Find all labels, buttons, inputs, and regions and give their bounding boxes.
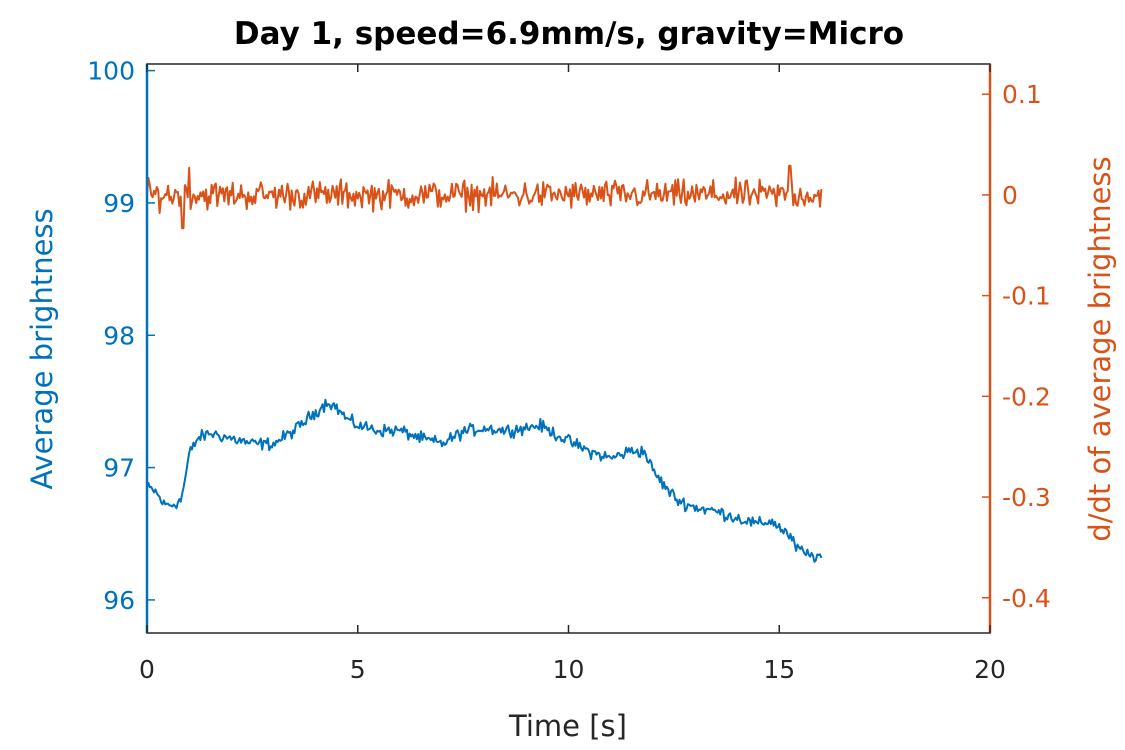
x-tick-label: 15 [763,655,795,684]
right-y-axis-label: d/dt of average brightness [1083,156,1117,541]
left-y-tick-label: 98 [103,321,135,350]
x-tick-label: 10 [553,655,585,684]
right-y-axis-ticks: 0.1 0 -0.1 -0.2 -0.3 -0.4 [982,80,1051,613]
right-y-tick-label: -0.2 [1002,382,1051,411]
x-axis-ticks: 0 5 10 15 20 [139,64,1006,684]
average-brightness-line [146,398,823,563]
x-tick-label: 0 [139,655,155,684]
left-y-tick-label: 100 [87,57,135,86]
right-y-tick-label: 0 [1002,181,1018,210]
x-axis-label: Time [s] [508,709,627,743]
x-tick-label: 20 [974,655,1006,684]
series-layer [146,164,823,563]
left-y-tick-label: 99 [103,189,135,218]
right-y-tick-label: -0.3 [1002,483,1051,512]
derivative-line [146,164,823,230]
left-y-tick-label: 96 [103,586,135,615]
right-y-tick-label: -0.4 [1002,584,1051,613]
right-y-tick-label: -0.1 [1002,282,1051,311]
left-y-tick-label: 97 [103,454,135,483]
x-tick-label: 5 [350,655,366,684]
left-y-axis-ticks: 96 97 98 99 100 [87,57,155,615]
chart-title: Day 1, speed=6.9mm/s, gravity=Micro [234,16,904,52]
left-y-axis-label: Average brightness [25,208,59,489]
right-y-tick-label: 0.1 [1002,80,1042,109]
plot-frame [146,63,991,634]
